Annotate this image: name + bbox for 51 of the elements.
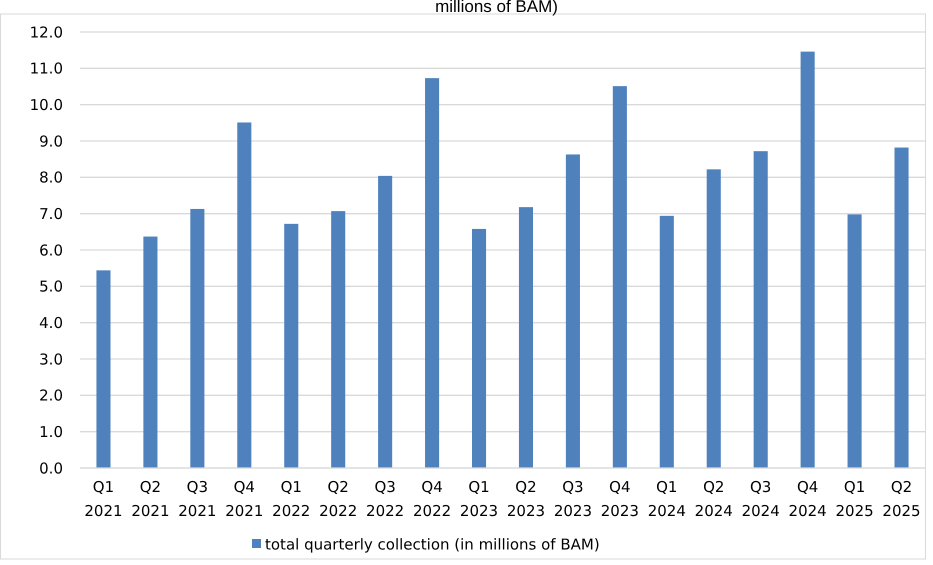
x-tick-label: Q3 2023 — [554, 478, 592, 520]
bar — [848, 214, 862, 468]
x-tick-label: Q4 2022 — [412, 478, 452, 520]
y-tick-label: 3.0 — [39, 350, 63, 368]
bar — [331, 211, 346, 468]
y-tick-label: 2.0 — [39, 386, 63, 405]
x-tick-label: Q4 2021 — [225, 478, 264, 520]
x-tick-label: Q2 2024 — [694, 478, 733, 520]
bar — [190, 208, 204, 468]
x-tick-label: Q3 2022 — [366, 478, 404, 520]
bar — [472, 228, 486, 468]
y-tick-label: 10.0 — [30, 96, 63, 114]
y-tick-label: 6.0 — [39, 241, 63, 260]
chart-title: millions of BAM) — [435, 0, 558, 16]
x-tick-label: Q1 2021 — [84, 478, 123, 520]
bar — [566, 154, 580, 468]
y-tick-label: 9.0 — [39, 132, 63, 150]
x-tick-label: Q2 2023 — [506, 478, 546, 520]
x-tick-label: Q1 2023 — [460, 478, 498, 520]
bar — [425, 78, 440, 468]
bar — [518, 207, 534, 468]
x-tick-label: Q2 2022 — [319, 478, 358, 520]
y-tick-label: 11.0 — [30, 60, 63, 78]
x-tick-label: Q4 2023 — [600, 478, 639, 520]
x-tick-label: Q1 2024 — [648, 478, 686, 520]
bar — [143, 236, 158, 468]
x-tick-label: Q2 2021 — [131, 478, 170, 520]
bar — [660, 216, 674, 468]
bar — [96, 270, 111, 468]
legend-label: total quarterly collection (in millions of BAM) — [265, 535, 600, 554]
y-tick-label: 4.0 — [39, 314, 63, 332]
y-tick-label: 5.0 — [39, 278, 63, 296]
bar — [612, 86, 627, 468]
y-tick-label: 8.0 — [39, 168, 63, 187]
x-tick-label: Q1 2025 — [835, 478, 874, 520]
bar — [237, 122, 252, 468]
x-tick-label: Q3 2024 — [742, 478, 780, 520]
x-tick-label: Q2 2025 — [882, 478, 921, 520]
x-tick-label: Q3 2021 — [178, 478, 216, 520]
x-tick-label: Q1 2022 — [272, 478, 310, 520]
bar — [706, 169, 721, 468]
x-tick-label: Q4 2024 — [788, 478, 827, 520]
y-tick-label: 7.0 — [39, 204, 63, 223]
bar — [378, 176, 392, 468]
bar — [894, 148, 909, 468]
y-tick-label: 12.0 — [30, 23, 63, 42]
bar — [800, 52, 815, 468]
y-tick-label: 1.0 — [39, 422, 63, 441]
y-tick-label: 0.0 — [39, 459, 63, 478]
bar — [754, 151, 768, 468]
bar — [284, 224, 298, 468]
